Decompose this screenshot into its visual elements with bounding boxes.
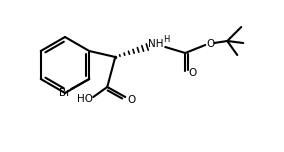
Text: NH: NH xyxy=(149,39,164,49)
Text: HO: HO xyxy=(77,94,93,104)
Text: Br: Br xyxy=(60,88,71,98)
Text: O: O xyxy=(188,68,196,78)
Text: H: H xyxy=(163,36,170,45)
Text: O: O xyxy=(127,95,135,105)
Text: O: O xyxy=(206,39,214,49)
